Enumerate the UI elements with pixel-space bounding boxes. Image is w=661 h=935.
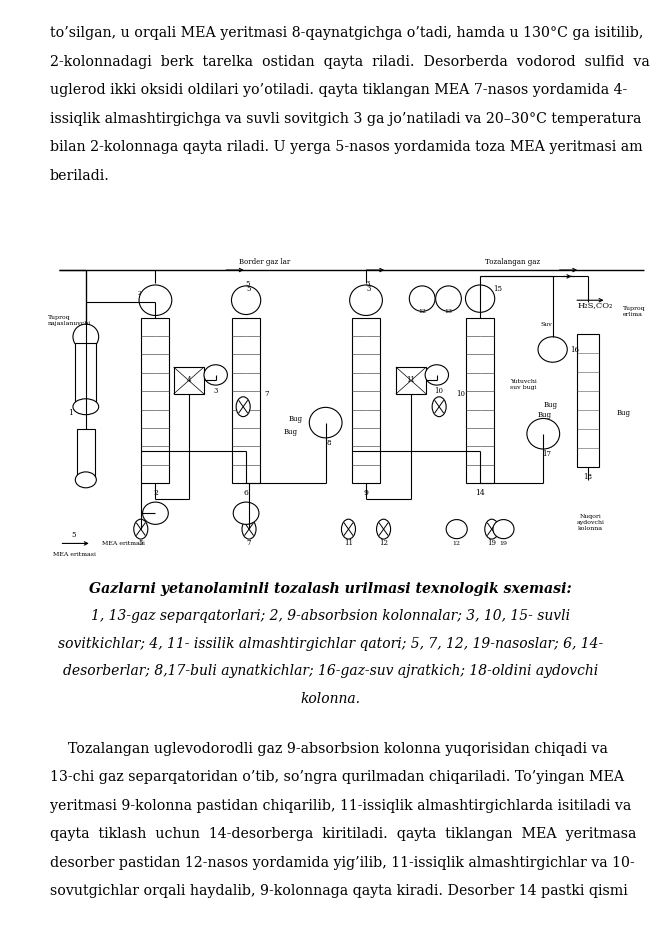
Text: Nuqori
aydovchi
kolonna: Nuqori aydovchi kolonna xyxy=(576,514,605,531)
Ellipse shape xyxy=(432,396,446,417)
Text: to’silgan, u orqali MEA yeritmasi 8-qaynatgichga o’tadi, hamda u 130°C ga isitil: to’silgan, u orqali MEA yeritmasi 8-qayn… xyxy=(50,26,643,40)
Text: Bug: Bug xyxy=(538,410,552,419)
Text: 19: 19 xyxy=(500,541,508,546)
Text: 3: 3 xyxy=(367,285,371,293)
Ellipse shape xyxy=(350,285,383,315)
Text: 11: 11 xyxy=(407,377,416,384)
Ellipse shape xyxy=(465,285,494,312)
Bar xyxy=(174,367,204,394)
Text: Suv: Suv xyxy=(541,322,553,326)
Text: 1, 13-gaz separqatorlari; 2, 9-absorbsion kolonnalar; 3, 10, 15- suvli: 1, 13-gaz separqatorlari; 2, 9-absorbsio… xyxy=(91,610,570,623)
Ellipse shape xyxy=(236,396,251,417)
Bar xyxy=(75,343,97,407)
Text: kolonna.: kolonna. xyxy=(301,692,360,706)
Text: 10: 10 xyxy=(434,387,443,395)
Text: 5: 5 xyxy=(139,539,143,547)
Ellipse shape xyxy=(139,285,172,315)
Ellipse shape xyxy=(73,324,98,350)
Ellipse shape xyxy=(342,519,356,539)
Text: Tozalangan uglevodorodli gaz 9-absorbsion kolonna yuqorisidan chiqadi va: Tozalangan uglevodorodli gaz 9-absorbsio… xyxy=(50,741,607,755)
Text: 3: 3 xyxy=(366,280,370,288)
Text: 5: 5 xyxy=(247,285,251,293)
Text: Bug: Bug xyxy=(543,401,557,410)
Ellipse shape xyxy=(143,502,169,525)
Text: 6: 6 xyxy=(244,489,249,496)
Ellipse shape xyxy=(204,365,227,385)
Text: 5: 5 xyxy=(72,531,77,539)
Ellipse shape xyxy=(425,365,449,385)
Ellipse shape xyxy=(485,519,499,539)
Ellipse shape xyxy=(242,519,256,539)
Text: desorber pastidan 12-nasos yordamida yig’ilib, 11-issiqlik almashtirgichlar va 1: desorber pastidan 12-nasos yordamida yig… xyxy=(50,856,635,870)
Ellipse shape xyxy=(309,408,342,438)
Text: MEA eritmasi: MEA eritmasi xyxy=(53,552,96,557)
Text: 18: 18 xyxy=(583,473,592,481)
Text: Tuproq
erlima: Tuproq erlima xyxy=(623,306,646,317)
Text: desorberlar; 8,17-buli aynatkichlar; 16-gaz-suv ajratkich; 18-oldini aydovchi: desorberlar; 8,17-buli aynatkichlar; 16-… xyxy=(63,664,598,678)
Bar xyxy=(77,429,95,480)
Text: 2: 2 xyxy=(153,489,158,496)
Bar xyxy=(576,334,599,468)
Text: 11: 11 xyxy=(344,539,353,547)
Ellipse shape xyxy=(377,519,391,539)
Text: 2-kolonnadagi  berk  tarelka  ostidan  qayta  riladi.  Desorberda  vodorod  sulf: 2-kolonnadagi berk tarelka ostidan qayta… xyxy=(50,54,649,68)
Text: 12: 12 xyxy=(453,541,461,546)
Text: 7: 7 xyxy=(264,390,269,398)
Text: Bug: Bug xyxy=(288,415,302,424)
Text: 8: 8 xyxy=(327,439,331,447)
Bar xyxy=(141,318,169,483)
Text: 2: 2 xyxy=(137,292,141,296)
Ellipse shape xyxy=(493,520,514,539)
Text: bilan 2-kolonnaga qayta riladi. U yerga 5-nasos yordamida toza MEA yeritmasi am: bilan 2-kolonnaga qayta riladi. U yerga … xyxy=(50,140,642,154)
Text: 9: 9 xyxy=(364,489,368,496)
Text: qayta  tiklash  uchun  14-desorberga  kiritiladi.  qayta  tiklangan  MEA  yeritm: qayta tiklash uchun 14-desorberga kiriti… xyxy=(50,827,636,842)
Bar xyxy=(396,367,426,394)
Ellipse shape xyxy=(73,398,98,415)
Bar xyxy=(466,318,494,483)
Text: Bug: Bug xyxy=(284,428,297,436)
Text: H₂S,CO₂: H₂S,CO₂ xyxy=(577,301,613,309)
Ellipse shape xyxy=(538,337,567,362)
Text: 10: 10 xyxy=(455,390,465,398)
Text: beriladi.: beriladi. xyxy=(50,168,110,182)
Text: Gazlarni yetanolaminli tozalash urilmasi texnologik sxemasi:: Gazlarni yetanolaminli tozalash urilmasi… xyxy=(89,582,572,596)
Text: 15: 15 xyxy=(493,285,502,293)
Ellipse shape xyxy=(233,502,259,525)
Text: 13-chi gaz separqatoridan o’tib, so’ngra qurilmadan chiqariladi. To’yingan MEA: 13-chi gaz separqatoridan o’tib, so’ngra… xyxy=(50,770,624,784)
Text: 14: 14 xyxy=(475,489,485,496)
Text: 19: 19 xyxy=(487,539,496,547)
Bar xyxy=(232,318,260,483)
Ellipse shape xyxy=(134,519,148,539)
Text: Tozalangan gaz: Tozalangan gaz xyxy=(485,258,541,266)
Text: 7: 7 xyxy=(247,539,251,547)
Text: 3: 3 xyxy=(214,387,218,395)
Ellipse shape xyxy=(436,286,461,311)
Text: 5: 5 xyxy=(246,280,250,288)
Text: Bug: Bug xyxy=(617,410,631,417)
Text: sovutgichlar orqali haydalib, 9-kolonnaga qayta kiradi. Desorber 14 pastki qismi: sovutgichlar orqali haydalib, 9-kolonnag… xyxy=(50,885,627,899)
Text: 12: 12 xyxy=(379,539,388,547)
Text: 16: 16 xyxy=(570,346,579,353)
Ellipse shape xyxy=(231,286,260,314)
Text: Border gaz lar: Border gaz lar xyxy=(239,258,290,266)
Ellipse shape xyxy=(409,286,435,311)
Text: Yutuvchi
suv bugi: Yutuvchi suv bugi xyxy=(510,379,537,390)
Text: 13: 13 xyxy=(444,309,453,314)
Text: yeritmasi 9-kolonna pastidan chiqarilib, 11-issiqlik almashtirgichlarda isitilad: yeritmasi 9-kolonna pastidan chiqarilib,… xyxy=(50,798,631,813)
Text: sovitkichlar; 4, 11- issilik almashtirgichlar qatori; 5, 7, 12, 19-nasoslar; 6, : sovitkichlar; 4, 11- issilik almashtirgi… xyxy=(58,637,603,651)
Text: Tuproq
najaslanuvchi: Tuproq najaslanuvchi xyxy=(48,315,91,326)
Text: 12: 12 xyxy=(418,309,426,314)
Text: 17: 17 xyxy=(542,451,551,458)
Text: uglerod ikki oksidi oldilari yo’otiladi. qayta tiklangan MEA 7-nasos yordamida 4: uglerod ikki oksidi oldilari yo’otiladi.… xyxy=(50,83,627,97)
Text: 4: 4 xyxy=(186,377,191,384)
Text: 1: 1 xyxy=(68,410,73,417)
Ellipse shape xyxy=(527,419,560,449)
Text: MEA eritmasi: MEA eritmasi xyxy=(102,541,145,546)
Text: issiqlik almashtirgichga va suvli sovitgich 3 ga jo’natiladi va 20–30°C temperat: issiqlik almashtirgichga va suvli sovitg… xyxy=(50,112,641,125)
Bar xyxy=(352,318,380,483)
Ellipse shape xyxy=(446,520,467,539)
Ellipse shape xyxy=(75,472,97,488)
